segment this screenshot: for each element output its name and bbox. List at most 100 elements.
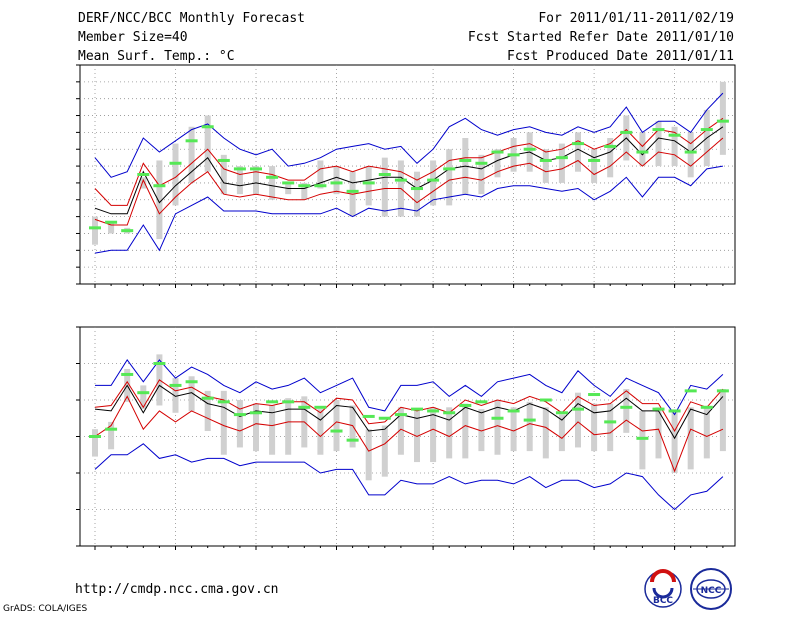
- ensemble-spread-box: [655, 121, 662, 167]
- ensemble-spread-box: [542, 149, 549, 183]
- observed-marker: [555, 156, 568, 160]
- observed-marker: [620, 130, 633, 134]
- ensemble-spread-box: [253, 166, 259, 195]
- ensemble-spread-box: [269, 166, 276, 200]
- observed-marker: [89, 226, 101, 230]
- observed-marker: [169, 383, 182, 387]
- member-size: Member Size=40: [78, 30, 188, 45]
- observed-marker: [201, 125, 214, 129]
- ensemble-spread-box: [478, 409, 485, 452]
- ensemble-spread-box: [703, 407, 710, 459]
- source-url: http://cmdp.ncc.cma.gov.cn: [75, 582, 279, 597]
- outer-upper-line: [94, 92, 724, 178]
- ensemble-spread-box: [575, 392, 581, 448]
- ensemble-spread-box: [558, 143, 565, 183]
- ensemble-spread-box: [236, 166, 243, 195]
- observed-marker: [588, 393, 601, 397]
- observed-marker: [314, 184, 327, 188]
- observed-marker: [250, 411, 262, 415]
- observed-marker: [201, 396, 214, 400]
- observed-marker: [475, 161, 488, 165]
- ensemble-spread-box: [188, 126, 195, 183]
- observed-marker: [491, 416, 504, 420]
- forecast-period: For 2011/01/11-2011/02/19: [538, 11, 734, 26]
- observed-marker: [700, 405, 713, 409]
- inner-upper-line: [94, 117, 724, 206]
- observed-marker: [459, 158, 472, 162]
- ensemble-spread-box: [687, 407, 694, 470]
- observed-marker: [298, 405, 311, 409]
- ensemble-spread-box: [220, 154, 227, 195]
- observed-marker: [362, 414, 375, 418]
- ensemble-mean-line: [94, 384, 724, 440]
- ensemble-spread-box: [156, 160, 163, 240]
- bcc-logo: BCC: [644, 569, 682, 608]
- observed-marker: [282, 400, 295, 404]
- observed-marker: [443, 167, 456, 171]
- observed-marker: [427, 178, 440, 182]
- variable-label: Mean Surf. Temp.: °C: [78, 49, 235, 64]
- observed-marker: [378, 173, 391, 176]
- forecast-start-date: Fcst Started Refer Date 2011/01/10: [467, 30, 734, 45]
- observed-marker: [668, 409, 681, 413]
- grads-credit: GrADS: COLA/IGES: [3, 604, 88, 614]
- observed-marker: [700, 128, 713, 132]
- observed-marker: [89, 435, 101, 438]
- bcc-logo-text: BCC: [653, 596, 673, 606]
- observed-marker: [266, 175, 279, 179]
- observed-marker: [266, 400, 279, 404]
- observed-marker: [394, 178, 407, 182]
- observed-marker: [572, 142, 584, 146]
- observed-marker: [572, 407, 584, 411]
- observed-marker: [491, 150, 504, 154]
- observed-marker: [233, 167, 246, 171]
- ensemble-spread-box: [140, 385, 147, 410]
- ensemble-spread-box: [623, 389, 630, 433]
- observed-marker: [507, 153, 520, 157]
- ensemble-spread-box: [591, 403, 598, 452]
- observed-marker: [620, 405, 633, 409]
- ensemble-spread-box: [172, 378, 179, 413]
- observed-marker: [233, 413, 246, 417]
- ensemble-spread-box: [365, 166, 372, 206]
- observed-marker: [411, 407, 423, 411]
- observed-marker: [604, 420, 617, 424]
- ensemble-spread-box: [607, 138, 614, 178]
- ensemble-spread-box: [671, 126, 678, 167]
- observed-marker: [282, 181, 295, 185]
- ncc-logo: NCC: [690, 568, 732, 610]
- ensemble-spread-box: [430, 160, 437, 206]
- ensemble-spread-box: [92, 216, 98, 245]
- ensemble-spread-box: [188, 376, 195, 411]
- ensemble-spread-box: [655, 407, 662, 459]
- observed-marker: [459, 403, 472, 407]
- ensemble-spread-box: [558, 414, 565, 452]
- observed-marker: [378, 416, 391, 420]
- observed-marker: [153, 184, 166, 188]
- observed-marker: [716, 119, 729, 123]
- forecast-produced-date: Fcst Produced Date 2011/01/11: [507, 49, 734, 64]
- ensemble-spread-box: [430, 407, 437, 463]
- inner-lower-line: [94, 137, 724, 226]
- observed-marker: [169, 161, 182, 165]
- ensemble-spread-box: [687, 132, 694, 178]
- ensemble-spread-box: [317, 409, 324, 455]
- observed-marker: [250, 167, 262, 171]
- ensemble-spread-box: [639, 410, 646, 470]
- ensemble-spread-box: [269, 405, 276, 455]
- observed-marker: [105, 220, 118, 224]
- observed-marker: [636, 150, 649, 154]
- ensemble-spread-box: [381, 157, 388, 217]
- observed-marker: [185, 139, 198, 143]
- plot-frame: [79, 64, 736, 285]
- observed-marker: [137, 173, 150, 176]
- ensemble-spread-box: [381, 425, 388, 477]
- observed-marker: [604, 144, 617, 148]
- ensemble-spread-box: [108, 222, 115, 234]
- observed-marker: [523, 147, 536, 151]
- ensemble-spread-box: [365, 429, 372, 481]
- outer-lower-line: [94, 443, 724, 511]
- observed-marker: [185, 380, 198, 384]
- observed-marker: [346, 189, 359, 193]
